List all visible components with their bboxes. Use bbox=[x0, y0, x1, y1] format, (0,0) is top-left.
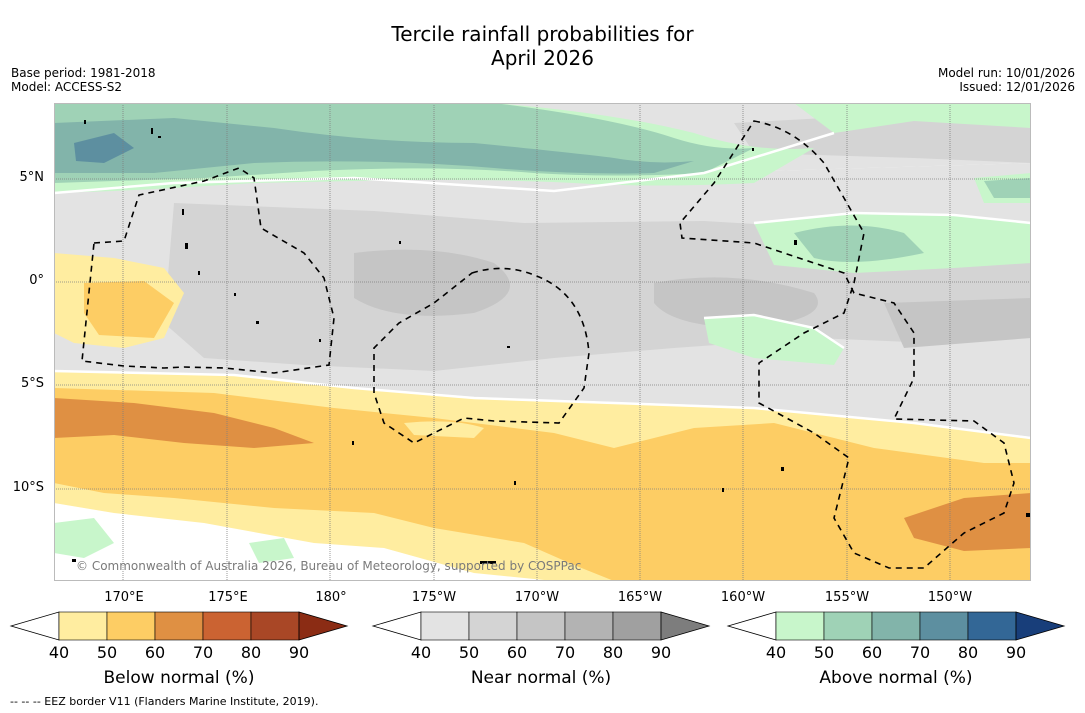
cb-below-tick: 50 bbox=[96, 643, 118, 662]
near-normal-swatch bbox=[564, 611, 614, 641]
map-frame bbox=[54, 103, 1031, 581]
cb-above-tick: 90 bbox=[1005, 643, 1027, 662]
above-normal-swatch bbox=[871, 611, 921, 641]
cb-below-tick: 40 bbox=[48, 643, 70, 662]
near-normal-under-triangle bbox=[371, 611, 422, 641]
above-normal-over-triangle bbox=[1015, 611, 1066, 641]
cb-below-tick: 70 bbox=[192, 643, 214, 662]
above-normal-label: Above normal (%) bbox=[819, 668, 973, 688]
colorbar-below-normal bbox=[9, 611, 349, 641]
base-period: Base period: 1981-2018 bbox=[11, 66, 156, 80]
above-normal-swatch bbox=[823, 611, 873, 641]
colorbar-near-normal bbox=[371, 611, 711, 641]
near-normal-over-triangle bbox=[660, 611, 711, 641]
lat-tick-5n: 5°N bbox=[19, 170, 45, 185]
lon-tick-180: 180° bbox=[315, 590, 347, 605]
model-run: Model run: 10/01/2026 bbox=[937, 66, 1075, 80]
colorbars bbox=[9, 611, 1066, 641]
cb-above-tick: 60 bbox=[861, 643, 883, 662]
graticule bbox=[54, 103, 1031, 581]
colorbar-above-normal bbox=[726, 611, 1066, 641]
cb-above-tick: 70 bbox=[909, 643, 931, 662]
below-normal-label: Below normal (%) bbox=[103, 668, 255, 688]
cb-near-tick: 40 bbox=[410, 643, 432, 662]
lon-tick-150w: 150°W bbox=[927, 590, 973, 605]
islands bbox=[72, 120, 1030, 564]
cb-near-tick: 90 bbox=[650, 643, 672, 662]
below-normal-swatch bbox=[154, 611, 204, 641]
lon-tick-155w: 155°W bbox=[824, 590, 870, 605]
below-normal-swatch bbox=[202, 611, 252, 641]
above-normal-swatch bbox=[967, 611, 1017, 641]
title-line-2: April 2026 bbox=[491, 46, 594, 70]
cb-above-tick: 50 bbox=[813, 643, 835, 662]
cb-above-tick: 40 bbox=[765, 643, 787, 662]
cb-near-tick: 70 bbox=[554, 643, 576, 662]
below-normal-under-triangle bbox=[9, 611, 60, 641]
below-normal-swatch bbox=[58, 611, 108, 641]
left-meta: Base period: 1981-2018 Model: ACCESS-S2 bbox=[11, 66, 156, 94]
lon-tick-160w: 160°W bbox=[720, 590, 766, 605]
below-normal-swatch bbox=[250, 611, 300, 641]
probability-map bbox=[54, 103, 1031, 581]
cb-near-tick: 80 bbox=[602, 643, 624, 662]
below-normal-swatch bbox=[106, 611, 156, 641]
cb-below-tick: 60 bbox=[144, 643, 166, 662]
right-meta: Model run: 10/01/2026 Issued: 12/01/2026 bbox=[938, 66, 1075, 94]
issued-date: Issued: 12/01/2026 bbox=[959, 80, 1075, 94]
near-normal-swatch bbox=[516, 611, 566, 641]
above-normal-swatch bbox=[775, 611, 825, 641]
below-normal-region bbox=[54, 253, 1031, 581]
cb-near-tick: 50 bbox=[458, 643, 480, 662]
near-normal-swatch bbox=[420, 611, 470, 641]
near-normal-swatch bbox=[468, 611, 518, 641]
lon-tick-175w: 175°W bbox=[411, 590, 457, 605]
lat-tick-0: 0° bbox=[29, 273, 44, 288]
eez-borders bbox=[81, 120, 1015, 569]
above-normal-swatch bbox=[919, 611, 969, 641]
cb-below-tick: 90 bbox=[288, 643, 310, 662]
lon-tick-175e: 175°E bbox=[208, 590, 248, 605]
above-normal-under-triangle bbox=[726, 611, 777, 641]
model-name: Model: ACCESS-S2 bbox=[11, 80, 123, 94]
lat-tick-5s: 5°S bbox=[20, 376, 44, 391]
eez-footnote: -- -- -- EEZ border V11 (Flanders Marine… bbox=[10, 695, 319, 708]
lat-tick-10s: 10°S bbox=[12, 480, 44, 495]
lon-tick-170w: 170°W bbox=[514, 590, 560, 605]
copyright-notice: © Commonwealth of Australia 2026, Bureau… bbox=[76, 559, 582, 573]
lon-tick-170e: 170°E bbox=[104, 590, 144, 605]
cb-near-tick: 60 bbox=[506, 643, 528, 662]
near-normal-swatch bbox=[612, 611, 662, 641]
cb-above-tick: 80 bbox=[957, 643, 979, 662]
lon-tick-165w: 165°W bbox=[617, 590, 663, 605]
title-line-1: Tercile rainfall probabilities for bbox=[391, 22, 694, 46]
near-normal-label: Near normal (%) bbox=[470, 668, 612, 688]
chart-title: Tercile rainfall probabilities for April… bbox=[0, 22, 1085, 70]
below-normal-over-triangle bbox=[298, 611, 349, 641]
cb-below-tick: 80 bbox=[240, 643, 262, 662]
